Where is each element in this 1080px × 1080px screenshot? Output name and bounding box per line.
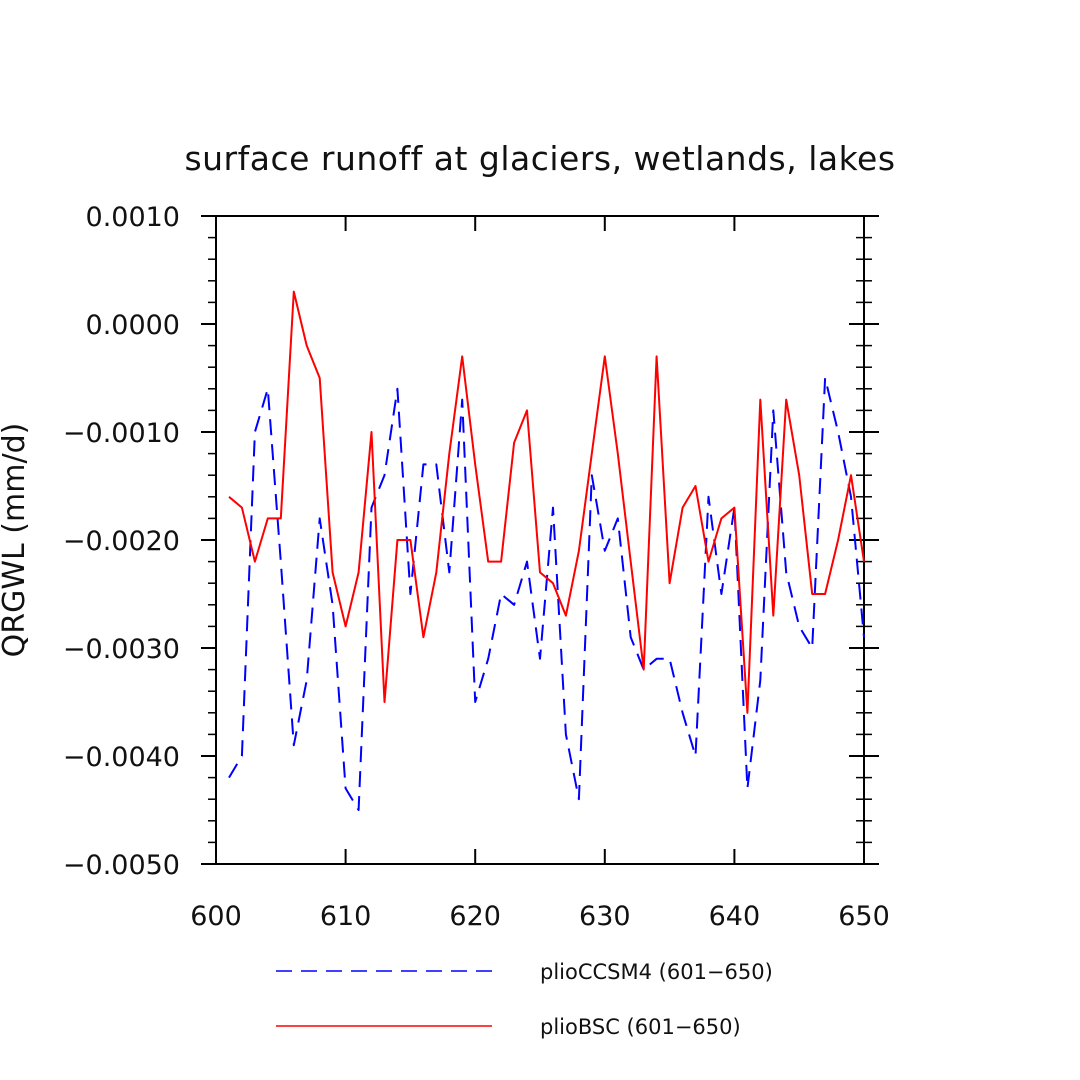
plot-frame — [215, 215, 865, 865]
plot-area — [201, 215, 879, 865]
y-axis-label: QRGWL (mm/d) — [0, 423, 32, 658]
axis-ticks — [201, 215, 879, 865]
series-line-plioccsm4 — [228, 377, 865, 811]
series-line-pliobsc — [228, 290, 865, 714]
x-tick-label: 640 — [709, 901, 761, 932]
y-tick-labels: 0.0010 0.0000 −0.0010 −0.0020 −0.0030 −0.0040… — [63, 202, 180, 881]
legend-label-plioccsm4: plioCCSM4 (601−650) — [540, 960, 773, 984]
x-tick-labels: 600 610 620 630 640 650 — [190, 901, 890, 932]
legend-label-pliobsc: plioBSC (601−650) — [540, 1015, 741, 1039]
series-layer — [228, 290, 865, 811]
x-tick-label: 650 — [838, 901, 890, 932]
x-tick-label: 620 — [449, 901, 501, 932]
y-tick-label: −0.0010 — [63, 418, 180, 449]
x-tick-label: 630 — [579, 901, 631, 932]
y-tick-label: −0.0050 — [63, 850, 180, 881]
x-tick-label: 600 — [190, 901, 242, 932]
y-tick-label: −0.0020 — [63, 526, 180, 557]
legend: plioCCSM4 (601−650) plioBSC (601−650) — [276, 960, 773, 1039]
x-tick-label: 610 — [320, 901, 372, 932]
chart-title: surface runoff at glaciers, wetlands, la… — [184, 139, 895, 178]
y-tick-label: 0.0010 — [86, 202, 180, 233]
y-tick-label: −0.0030 — [63, 634, 180, 665]
y-tick-label: 0.0000 — [86, 310, 180, 341]
y-tick-label: −0.0040 — [63, 742, 180, 773]
